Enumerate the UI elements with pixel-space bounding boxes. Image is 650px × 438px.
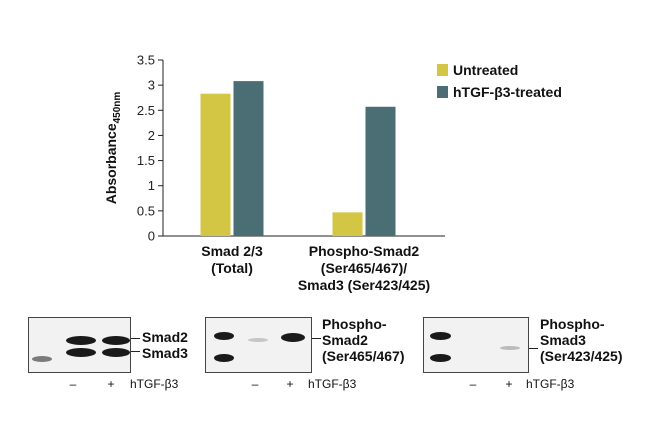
legend-swatch [437,64,448,76]
blot1-lane-plus: + [107,377,115,391]
label-line [131,338,140,339]
blot3-lane-plus: + [505,377,513,391]
blot3-lane-minus: – [469,377,477,391]
blot2-lane-plus: + [286,377,294,391]
legend-swatch [437,86,448,98]
label-line [312,338,321,339]
blot-band [430,354,451,362]
bar-untreated-0 [200,93,231,236]
blot1-label-smad3: Smad3 [142,345,188,361]
blot-band [32,356,52,362]
blot-band [66,336,96,345]
y-tick-label: 0 [148,229,155,244]
label-line [131,351,140,352]
blot-band [500,346,520,350]
blot2-label-line3: (Ser465/467) [322,348,405,364]
x-axis-categories: Smad 2/3(Total) Phospho-Smad2(Ser465/467)… [201,243,430,293]
y-tick-label: 0.5 [137,203,155,218]
label-line [529,348,538,349]
bar-treated-0 [233,81,264,237]
category-label: Smad3 (Ser423/425) [298,277,430,293]
blot1-label-smad2: Smad2 [142,329,188,345]
blot-band [214,332,234,340]
blot1-treatment-label: hTGF-β3 [130,377,179,391]
blot1-lane-minus: – [69,377,77,391]
bar-treated-1 [365,106,396,236]
y-tick-label: 2.5 [137,103,155,118]
category-label: (Ser465/467)/ [321,260,408,276]
category-label: (Total) [211,260,253,276]
y-axis-label: Absorbance450nm [103,92,123,205]
category-label: Smad 2/3 [201,243,263,259]
blot-band [214,354,234,362]
blot-band [66,348,96,357]
blot2-label-line2: Smad2 [322,332,368,348]
blot-panel-phospho-smad2 [205,317,312,373]
legend-label: hTGF-β3-treated [453,84,562,100]
y-tick-label: 2 [148,128,155,143]
chart-legend: Untreated hTGF-β3-treated [437,62,562,100]
blot-band [248,338,268,342]
blot-panel-phospho-smad3 [423,317,529,373]
blot-band [281,333,305,342]
blot-band [102,348,130,357]
blot3-label-line2: Smad3 [540,332,586,348]
blot3-treatment-label: hTGF-β3 [526,377,575,391]
blot2-lane-minus: – [251,377,259,391]
category-label: Phospho-Smad2 [309,243,420,259]
y-tick-label: 1.5 [137,153,155,168]
blot-band [102,336,130,345]
legend-label: Untreated [453,62,518,78]
blot3-label-line1: Phospho- [540,316,605,332]
blot3-label-line3: (Ser423/425) [540,348,623,364]
blot-panel-total-smad [28,317,131,373]
y-tick-label: 3.5 [137,53,155,68]
blot2-treatment-label: hTGF-β3 [308,377,357,391]
y-axis-title: Absorbance450nm [103,92,123,205]
y-tick-label: 1 [148,178,155,193]
y-tick-label: 3 [148,78,155,93]
blot-band [430,332,451,340]
y-axis-ticks: 0 0.5 1 1.5 2 2.5 3 3.5 [137,53,163,244]
blot2-label-line1: Phospho- [322,316,387,332]
absorbance-bar-chart: Absorbance450nm 0 0.5 1 1.5 2 2.5 3 3.5 Smad 2/… [103,53,562,294]
chart-bars [200,81,396,237]
bar-untreated-1 [332,212,363,236]
